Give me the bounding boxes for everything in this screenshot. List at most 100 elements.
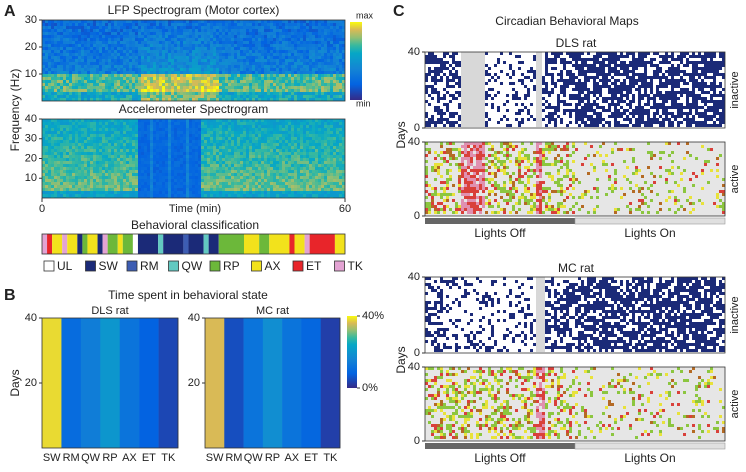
texture: [114, 170, 117, 173]
texture: [177, 59, 180, 62]
texture: [288, 161, 291, 164]
texture: [276, 80, 279, 83]
texture: [171, 131, 174, 134]
texture: [156, 158, 159, 161]
texture: [159, 137, 162, 140]
texture: [123, 170, 126, 173]
texture: [315, 68, 318, 71]
texture: [168, 152, 171, 155]
texture: [246, 143, 249, 146]
texture: [54, 41, 57, 44]
texture: [177, 47, 180, 50]
texture: [150, 77, 153, 80]
texture: [129, 164, 132, 167]
texture: [150, 164, 153, 167]
texture: [309, 173, 312, 176]
texture: [57, 68, 60, 71]
texture: [96, 86, 99, 89]
texture: [81, 74, 84, 77]
texture: [78, 155, 81, 158]
texture: [282, 29, 285, 32]
texture: [138, 62, 141, 65]
texture: [288, 83, 291, 86]
texture: [114, 38, 117, 41]
texture: [174, 80, 177, 83]
texture: [261, 161, 264, 164]
texture: [168, 77, 171, 80]
texture: [180, 56, 183, 59]
texture: [63, 44, 66, 47]
label: 30: [25, 14, 37, 26]
texture: [72, 143, 75, 146]
texture: [333, 74, 336, 77]
texture: [66, 122, 69, 125]
texture: [123, 80, 126, 83]
texture: [288, 155, 291, 158]
texture: [309, 77, 312, 80]
texture: [252, 131, 255, 134]
texture: [63, 65, 66, 68]
texture: [261, 164, 264, 167]
texture: [177, 92, 180, 95]
texture: [150, 74, 153, 77]
texture: [267, 98, 270, 101]
texture: [120, 185, 123, 188]
texture: [195, 125, 198, 128]
texture: [270, 83, 273, 86]
texture: [255, 62, 258, 65]
texture: [132, 20, 135, 23]
texture: [153, 119, 156, 122]
texture: [222, 161, 225, 164]
texture: [57, 95, 60, 98]
texture: [288, 65, 291, 68]
texture: [315, 41, 318, 44]
texture: [252, 44, 255, 47]
texture: [246, 71, 249, 74]
texture: [279, 122, 282, 125]
texture: [117, 89, 120, 92]
texture: [336, 62, 339, 65]
texture: [243, 38, 246, 41]
texture: [183, 38, 186, 41]
texture: [69, 143, 72, 146]
texture: [72, 59, 75, 62]
texture: [246, 176, 249, 179]
texture: [102, 41, 105, 44]
texture: [315, 26, 318, 29]
texture: [93, 128, 96, 131]
texture: [132, 134, 135, 137]
texture: [60, 92, 63, 95]
texture: [306, 53, 309, 56]
texture: [54, 89, 57, 92]
texture: [111, 143, 114, 146]
texture: [270, 155, 273, 158]
texture: [144, 68, 147, 71]
texture: [285, 35, 288, 38]
texture: [60, 143, 63, 146]
texture: [327, 62, 330, 65]
texture: [255, 161, 258, 164]
texture: [144, 95, 147, 98]
texture: [252, 20, 255, 23]
texture: [45, 176, 48, 179]
texture: [270, 167, 273, 170]
texture: [291, 119, 294, 122]
texture: [327, 77, 330, 80]
texture: [189, 41, 192, 44]
texture: [258, 158, 261, 161]
texture: [90, 44, 93, 47]
texture: [285, 29, 288, 32]
texture: [78, 176, 81, 179]
texture: [114, 140, 117, 143]
texture: [135, 65, 138, 68]
texture: [147, 89, 150, 92]
texture: [240, 161, 243, 164]
texture: [90, 167, 93, 170]
texture: [261, 95, 264, 98]
texture: [312, 32, 315, 35]
texture: [258, 32, 261, 35]
texture: [294, 41, 297, 44]
texture: [105, 86, 108, 89]
texture: [45, 173, 48, 176]
texture: [198, 179, 201, 182]
